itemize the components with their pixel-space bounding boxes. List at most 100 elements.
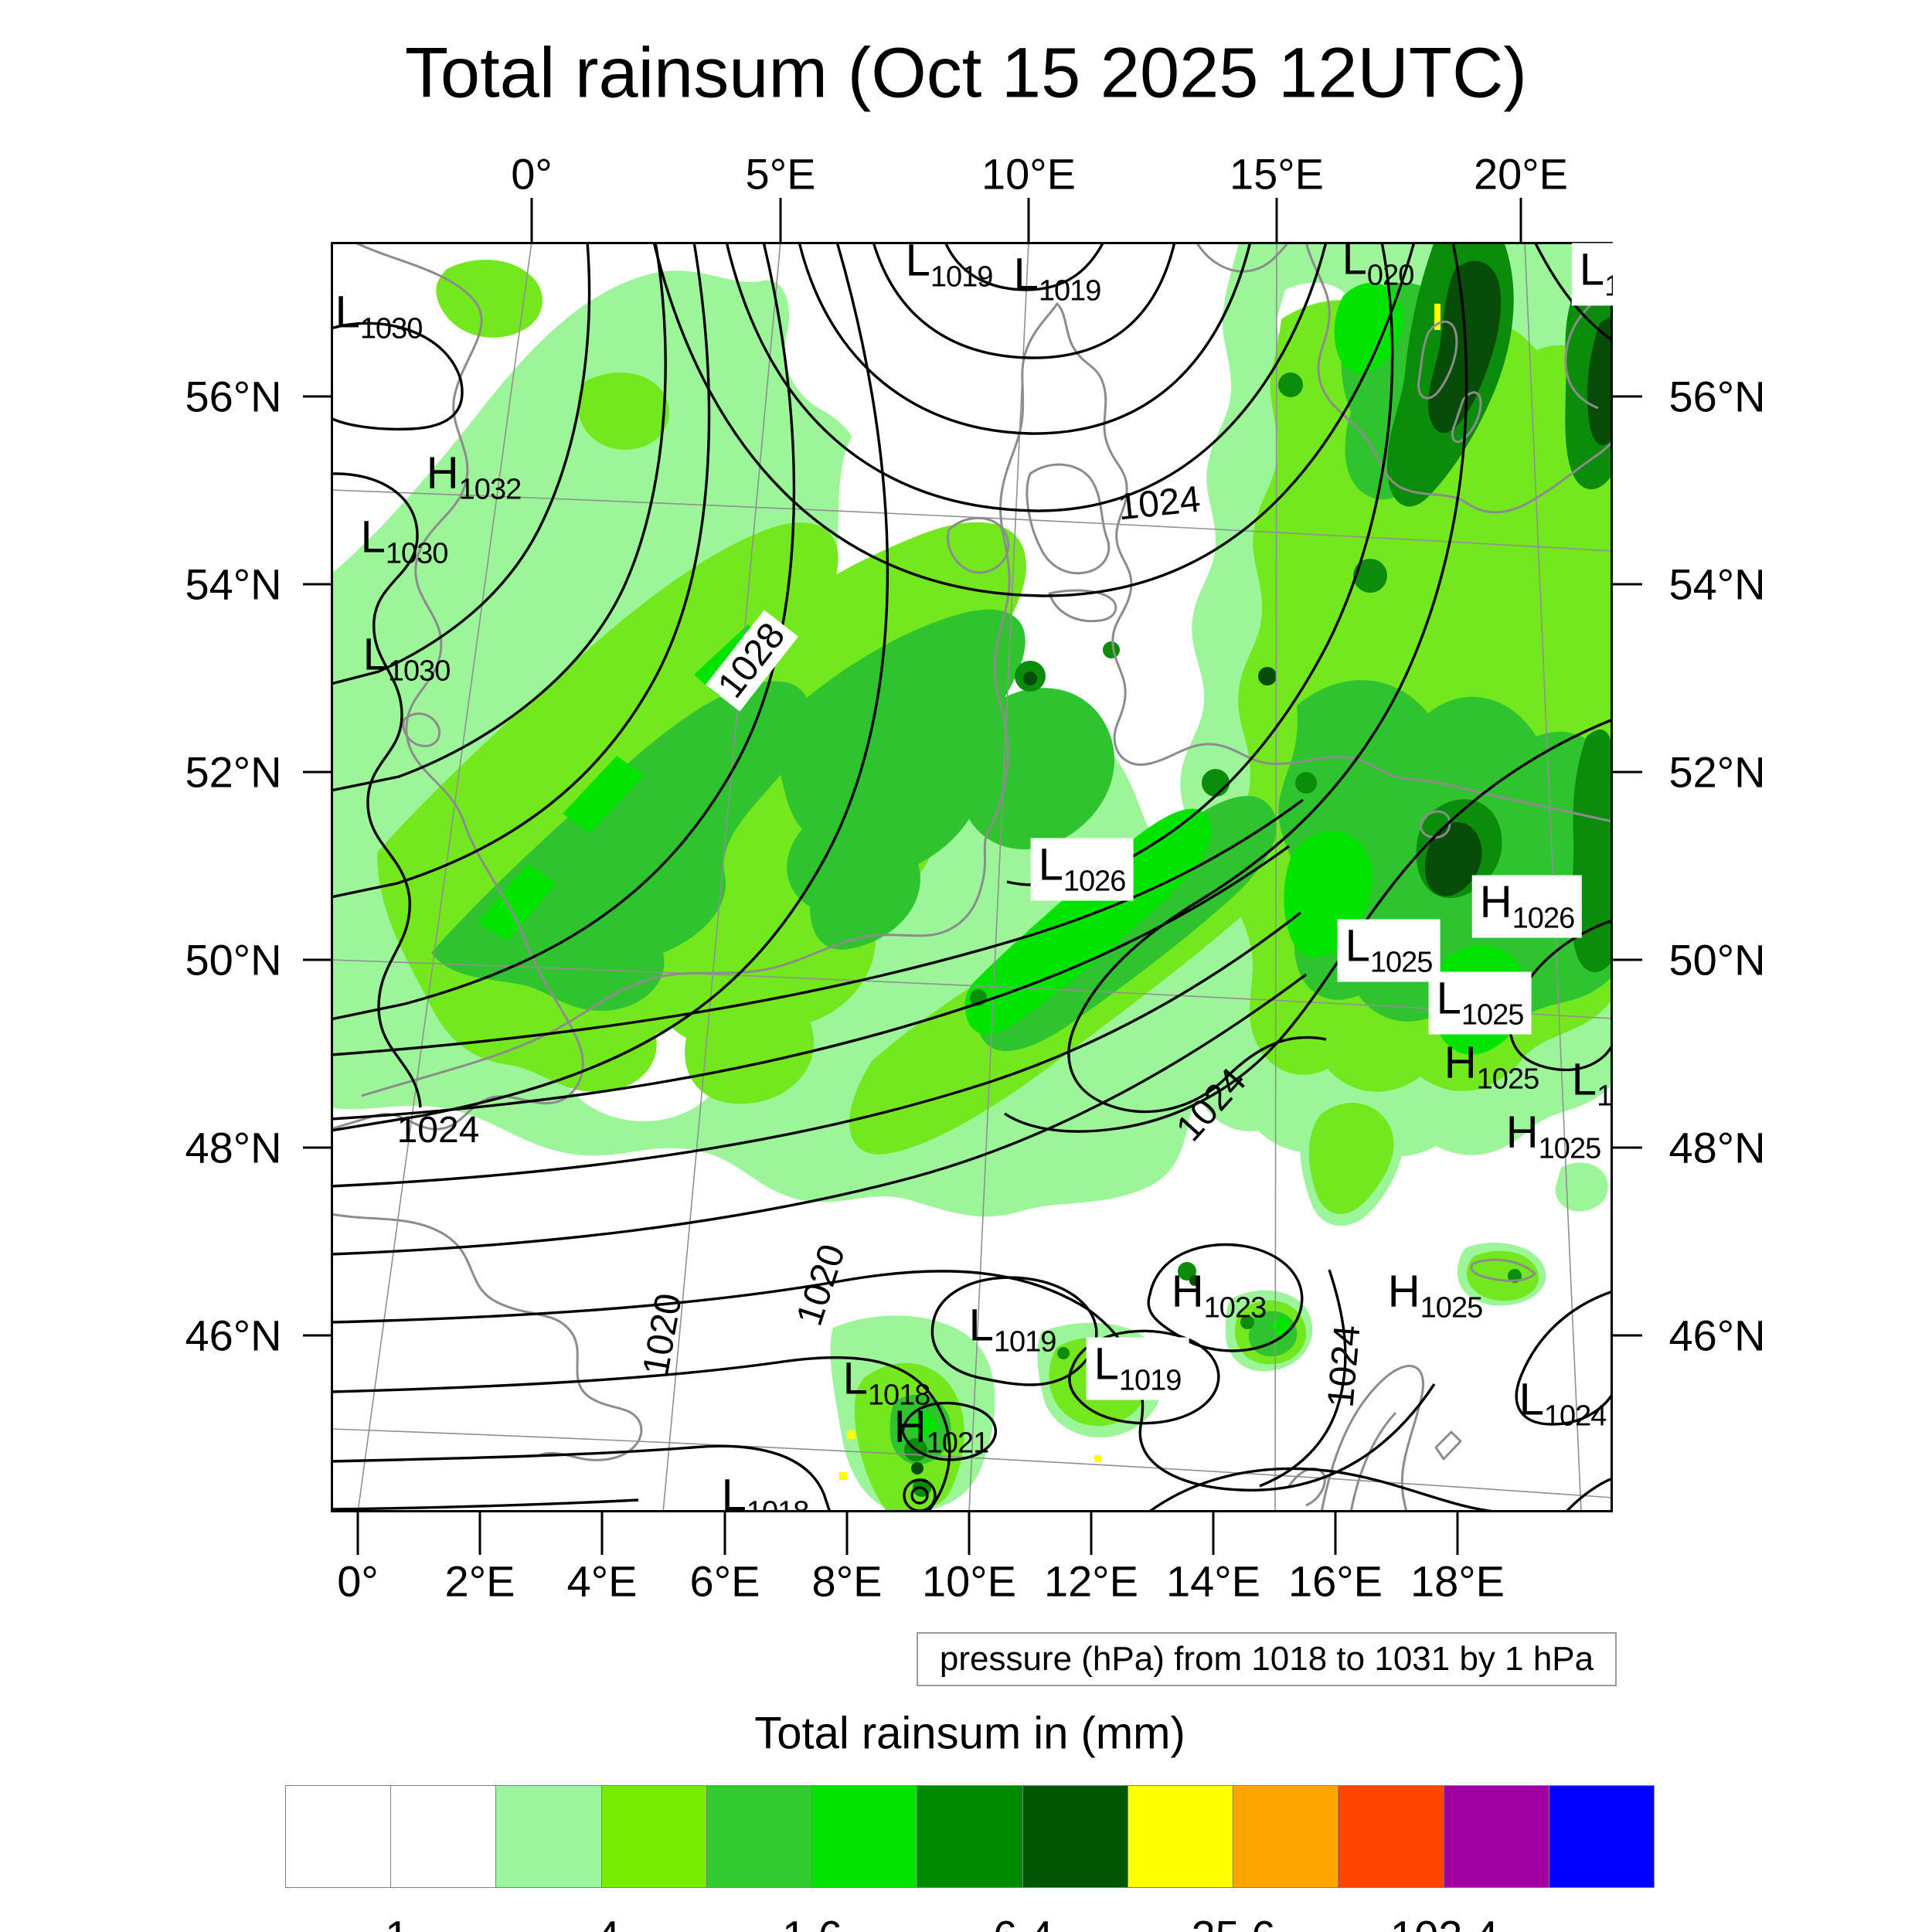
pressure-value: 1032 (458, 473, 522, 506)
pressure-value: 1025 (1420, 1291, 1484, 1325)
pressure-value: 1025 (1538, 1132, 1602, 1165)
left-axis-label: 54°N (185, 560, 282, 609)
pressure-center-label: L1025 (1428, 971, 1532, 1035)
right-axis-tick (1613, 1334, 1642, 1337)
pressure-value: 1030 (385, 537, 449, 570)
colorbar-tick-label: 6.4 (993, 1911, 1053, 1932)
pressure-letter: L (905, 242, 930, 286)
isobar-value-label: 1020 (788, 1239, 854, 1331)
pressure-value: 1023 (1203, 1291, 1267, 1325)
isobar-value-label: 1028 (706, 610, 798, 712)
pressure-value: 1019 (1038, 274, 1102, 308)
pressure-value: 1025 (1369, 946, 1434, 979)
colorbar-cell (811, 1785, 918, 1888)
bottom-axis-label: 14°E (1165, 1556, 1261, 1606)
left-axis-tick (303, 958, 331, 961)
pressure-value: 020 (1366, 259, 1414, 292)
colorbar-cell (1548, 1785, 1655, 1888)
pressure-center-label: L1018 (721, 1470, 810, 1513)
pressure-center-label: L1024 (1519, 1374, 1607, 1433)
bottom-axis-tick (600, 1512, 604, 1555)
colorbar-cell (917, 1785, 1023, 1888)
pressure-letter: L (1519, 1374, 1544, 1425)
colorbar-tick-label: .1 (373, 1911, 410, 1932)
pressure-center-label: H1025 (1506, 1110, 1602, 1165)
left-axis-tick (303, 770, 331, 774)
bottom-axis-tick (1456, 1512, 1459, 1555)
pressure-center-label: H1025 (1444, 1040, 1539, 1094)
left-axis-label: 52°N (185, 747, 282, 797)
colorbar-cell (1233, 1785, 1339, 1888)
coastlines (331, 242, 1613, 1512)
isobar-value-label: 1024 (1116, 478, 1202, 529)
colorbar-cell (1022, 1785, 1128, 1888)
colorbar-cell (285, 1785, 392, 1888)
bottom-axis-label: 12°E (1043, 1556, 1139, 1606)
top-axis-tick (1519, 198, 1522, 242)
right-axis-label: 56°N (1668, 372, 1766, 421)
pressure-letter: L (1342, 242, 1367, 284)
bottom-axis-label: 4°E (566, 1556, 638, 1606)
pressure-center-label: L1018 (843, 1356, 931, 1410)
pressure-letter: L (1013, 249, 1039, 300)
right-axis-tick (1613, 1146, 1642, 1149)
pressure-value: 1019 (993, 1325, 1057, 1359)
map-label-layer: L1030 H1032 L1030 L1030 L1019 L1019 L020 L1 L102… (331, 242, 1613, 1512)
left-axis-label: 56°N (185, 372, 282, 421)
pressure-center-label: L1019 (1013, 249, 1102, 308)
pressure-value: 1026 (1063, 865, 1127, 898)
pressure-letter: L (968, 1300, 994, 1351)
pressure-center-label: L1019 (1086, 1337, 1189, 1400)
isobar-value-label: 1024 (1168, 1060, 1255, 1150)
pressure-caption-text: pressure (hPa) from 1018 to 1031 by 1 hP… (939, 1640, 1594, 1678)
colorbar-cell (600, 1785, 707, 1888)
pressure-center-label: H1025 (1388, 1269, 1484, 1325)
pressure-value: 1024 (1543, 1400, 1607, 1433)
right-axis-tick (1613, 958, 1642, 961)
pressure-value: 1019 (930, 260, 994, 294)
top-axis-tick (779, 198, 782, 242)
left-axis-label: 48°N (185, 1123, 282, 1172)
left-axis-tick (303, 1146, 331, 1149)
top-axis-label: 15°E (1229, 149, 1325, 199)
colorbar-tick-label: 1.6 (782, 1911, 842, 1932)
pressure-center-label: L1019 (905, 242, 994, 294)
pressure-value: 1021 (926, 1427, 990, 1460)
map-area: L1030 H1032 L1030 L1030 L1019 L1019 L020 L1 L102… (331, 242, 1613, 1512)
pressure-center-label: L020 (1342, 242, 1415, 292)
pressure-letter: H (1505, 1107, 1539, 1158)
pressure-value: 1018 (746, 1495, 810, 1513)
page-title: Total rainsum (Oct 15 2025 12UTC) (404, 33, 1528, 113)
pressure-center-label: L1026 (1030, 838, 1134, 901)
pressure-letter: L (721, 1470, 747, 1512)
pressure-letter: L (1345, 920, 1370, 971)
pressure-letter: H (1171, 1266, 1204, 1317)
bottom-axis-tick (1090, 1512, 1093, 1555)
isobar-value-label: 1024 (396, 1110, 480, 1151)
right-axis-label: 48°N (1668, 1123, 1766, 1172)
bottom-axis-tick (968, 1512, 971, 1555)
colorbar-tick-label: 102.4 (1390, 1911, 1498, 1932)
pressure-center-label: L1030 (335, 290, 423, 345)
pressure-center-label: L1 (1572, 1057, 1613, 1111)
pressure-value: 1025 (1461, 998, 1525, 1032)
bottom-axis-label: 0° (337, 1556, 379, 1606)
bottom-axis-label: 18°E (1410, 1556, 1505, 1606)
pressure-value: 1 (1604, 270, 1613, 303)
pressure-letter: L (360, 512, 386, 563)
pressure-letter: L (1436, 973, 1461, 1024)
top-axis-tick (530, 198, 533, 242)
pressure-value: 1030 (359, 312, 423, 345)
bottom-axis-tick (1212, 1512, 1215, 1555)
pressure-letter: L (362, 629, 388, 680)
right-axis-tick (1613, 770, 1642, 774)
left-axis-tick (303, 1334, 331, 1337)
pressure-letter: H (893, 1401, 927, 1452)
colorbar (285, 1785, 1655, 1888)
right-axis-label: 54°N (1668, 560, 1766, 609)
top-axis-label: 20°E (1473, 149, 1569, 199)
right-axis-tick (1613, 395, 1642, 398)
legend-title: Total rainsum in (mm) (754, 1708, 1185, 1759)
pressure-center-label: H1023 (1171, 1266, 1267, 1325)
